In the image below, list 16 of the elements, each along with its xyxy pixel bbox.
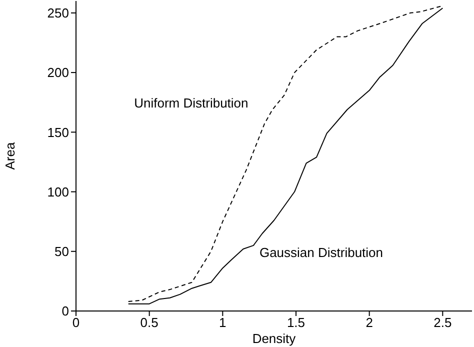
x-tick-label: 2 [366, 315, 373, 330]
x-tick-label: 2.5 [434, 315, 452, 330]
y-tick-label: 250 [47, 6, 69, 21]
x-tick-label: 1.5 [286, 315, 306, 330]
y-axis-title: Area [2, 142, 18, 170]
x-tick-label: 0 [72, 315, 80, 330]
y-tick-label: 150 [47, 124, 69, 140]
x-axis-title: Density [252, 331, 296, 346]
y-tick-label: 100 [47, 184, 69, 200]
x-tick-label: 1 [219, 315, 226, 330]
y-tick-label: 50 [54, 244, 69, 259]
series-label: Gaussian Distribution [259, 244, 384, 260]
y-tick-label: 0 [62, 304, 69, 319]
y-tick-label: 200 [47, 65, 69, 80]
series-label: Uniform Distribution [134, 96, 248, 111]
x-tick-label: 0.5 [140, 315, 158, 330]
